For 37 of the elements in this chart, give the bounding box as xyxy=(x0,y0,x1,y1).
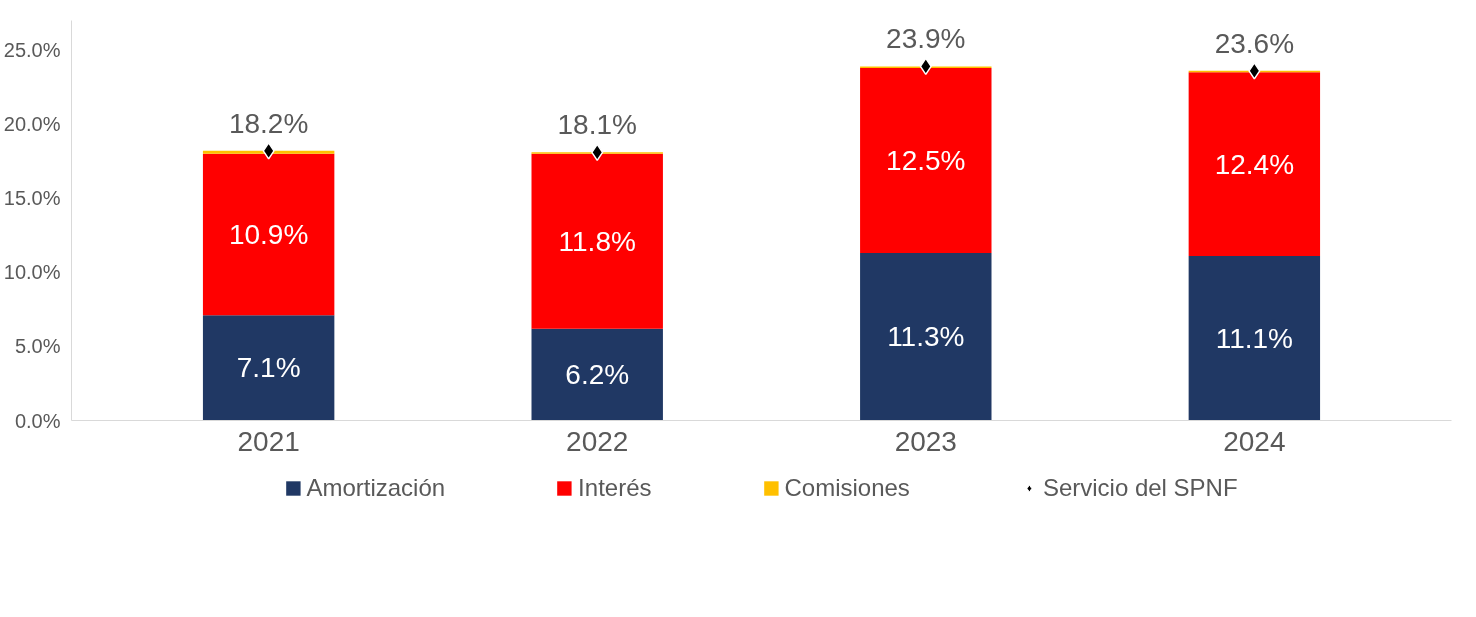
y-tick-label: 5.0% xyxy=(14,335,61,358)
bar xyxy=(531,153,663,329)
data-label: 11.3% xyxy=(887,321,965,353)
data-label: 10.9% xyxy=(228,219,309,251)
bar xyxy=(1188,72,1321,257)
bar xyxy=(202,315,335,421)
data-label: 18.1% xyxy=(557,109,637,141)
data-label: 12.4% xyxy=(1214,148,1295,180)
point xyxy=(262,142,275,160)
bar xyxy=(202,150,335,154)
bar xyxy=(531,328,663,421)
x-tick-label: 2024 xyxy=(1223,425,1286,457)
x-tick-label: 2021 xyxy=(237,425,300,457)
data-label: 12.5% xyxy=(886,145,966,176)
data-label: 7.1% xyxy=(236,352,301,384)
data-label: 23.9% xyxy=(886,23,966,55)
x-tick-label: 2023 xyxy=(894,425,957,457)
data-label: 11.1% xyxy=(1215,322,1294,354)
data-label: 11.8% xyxy=(558,225,636,257)
data-label: 23.6% xyxy=(1214,27,1295,59)
y-tick-label: 15.0% xyxy=(3,187,61,210)
legend-label: Interés xyxy=(578,474,652,502)
legend-label: Servicio del SPNF xyxy=(1042,474,1238,502)
legend-label: Amortización xyxy=(306,474,446,502)
bar xyxy=(860,253,992,421)
data-label: 6.2% xyxy=(565,359,630,391)
x-tick-label: 2022 xyxy=(566,425,629,457)
y-tick-label: 20.0% xyxy=(3,113,61,136)
y-tick-label: 0.0% xyxy=(14,409,61,432)
legend-label: Comisiones xyxy=(784,474,910,502)
y-tick-label: 25.0% xyxy=(3,39,61,62)
point xyxy=(1248,62,1261,80)
data-label: 18.2% xyxy=(228,107,309,139)
y-tick-label: 10.0% xyxy=(3,261,61,284)
bar xyxy=(860,67,992,254)
bar xyxy=(202,153,335,316)
bar xyxy=(1188,256,1321,421)
